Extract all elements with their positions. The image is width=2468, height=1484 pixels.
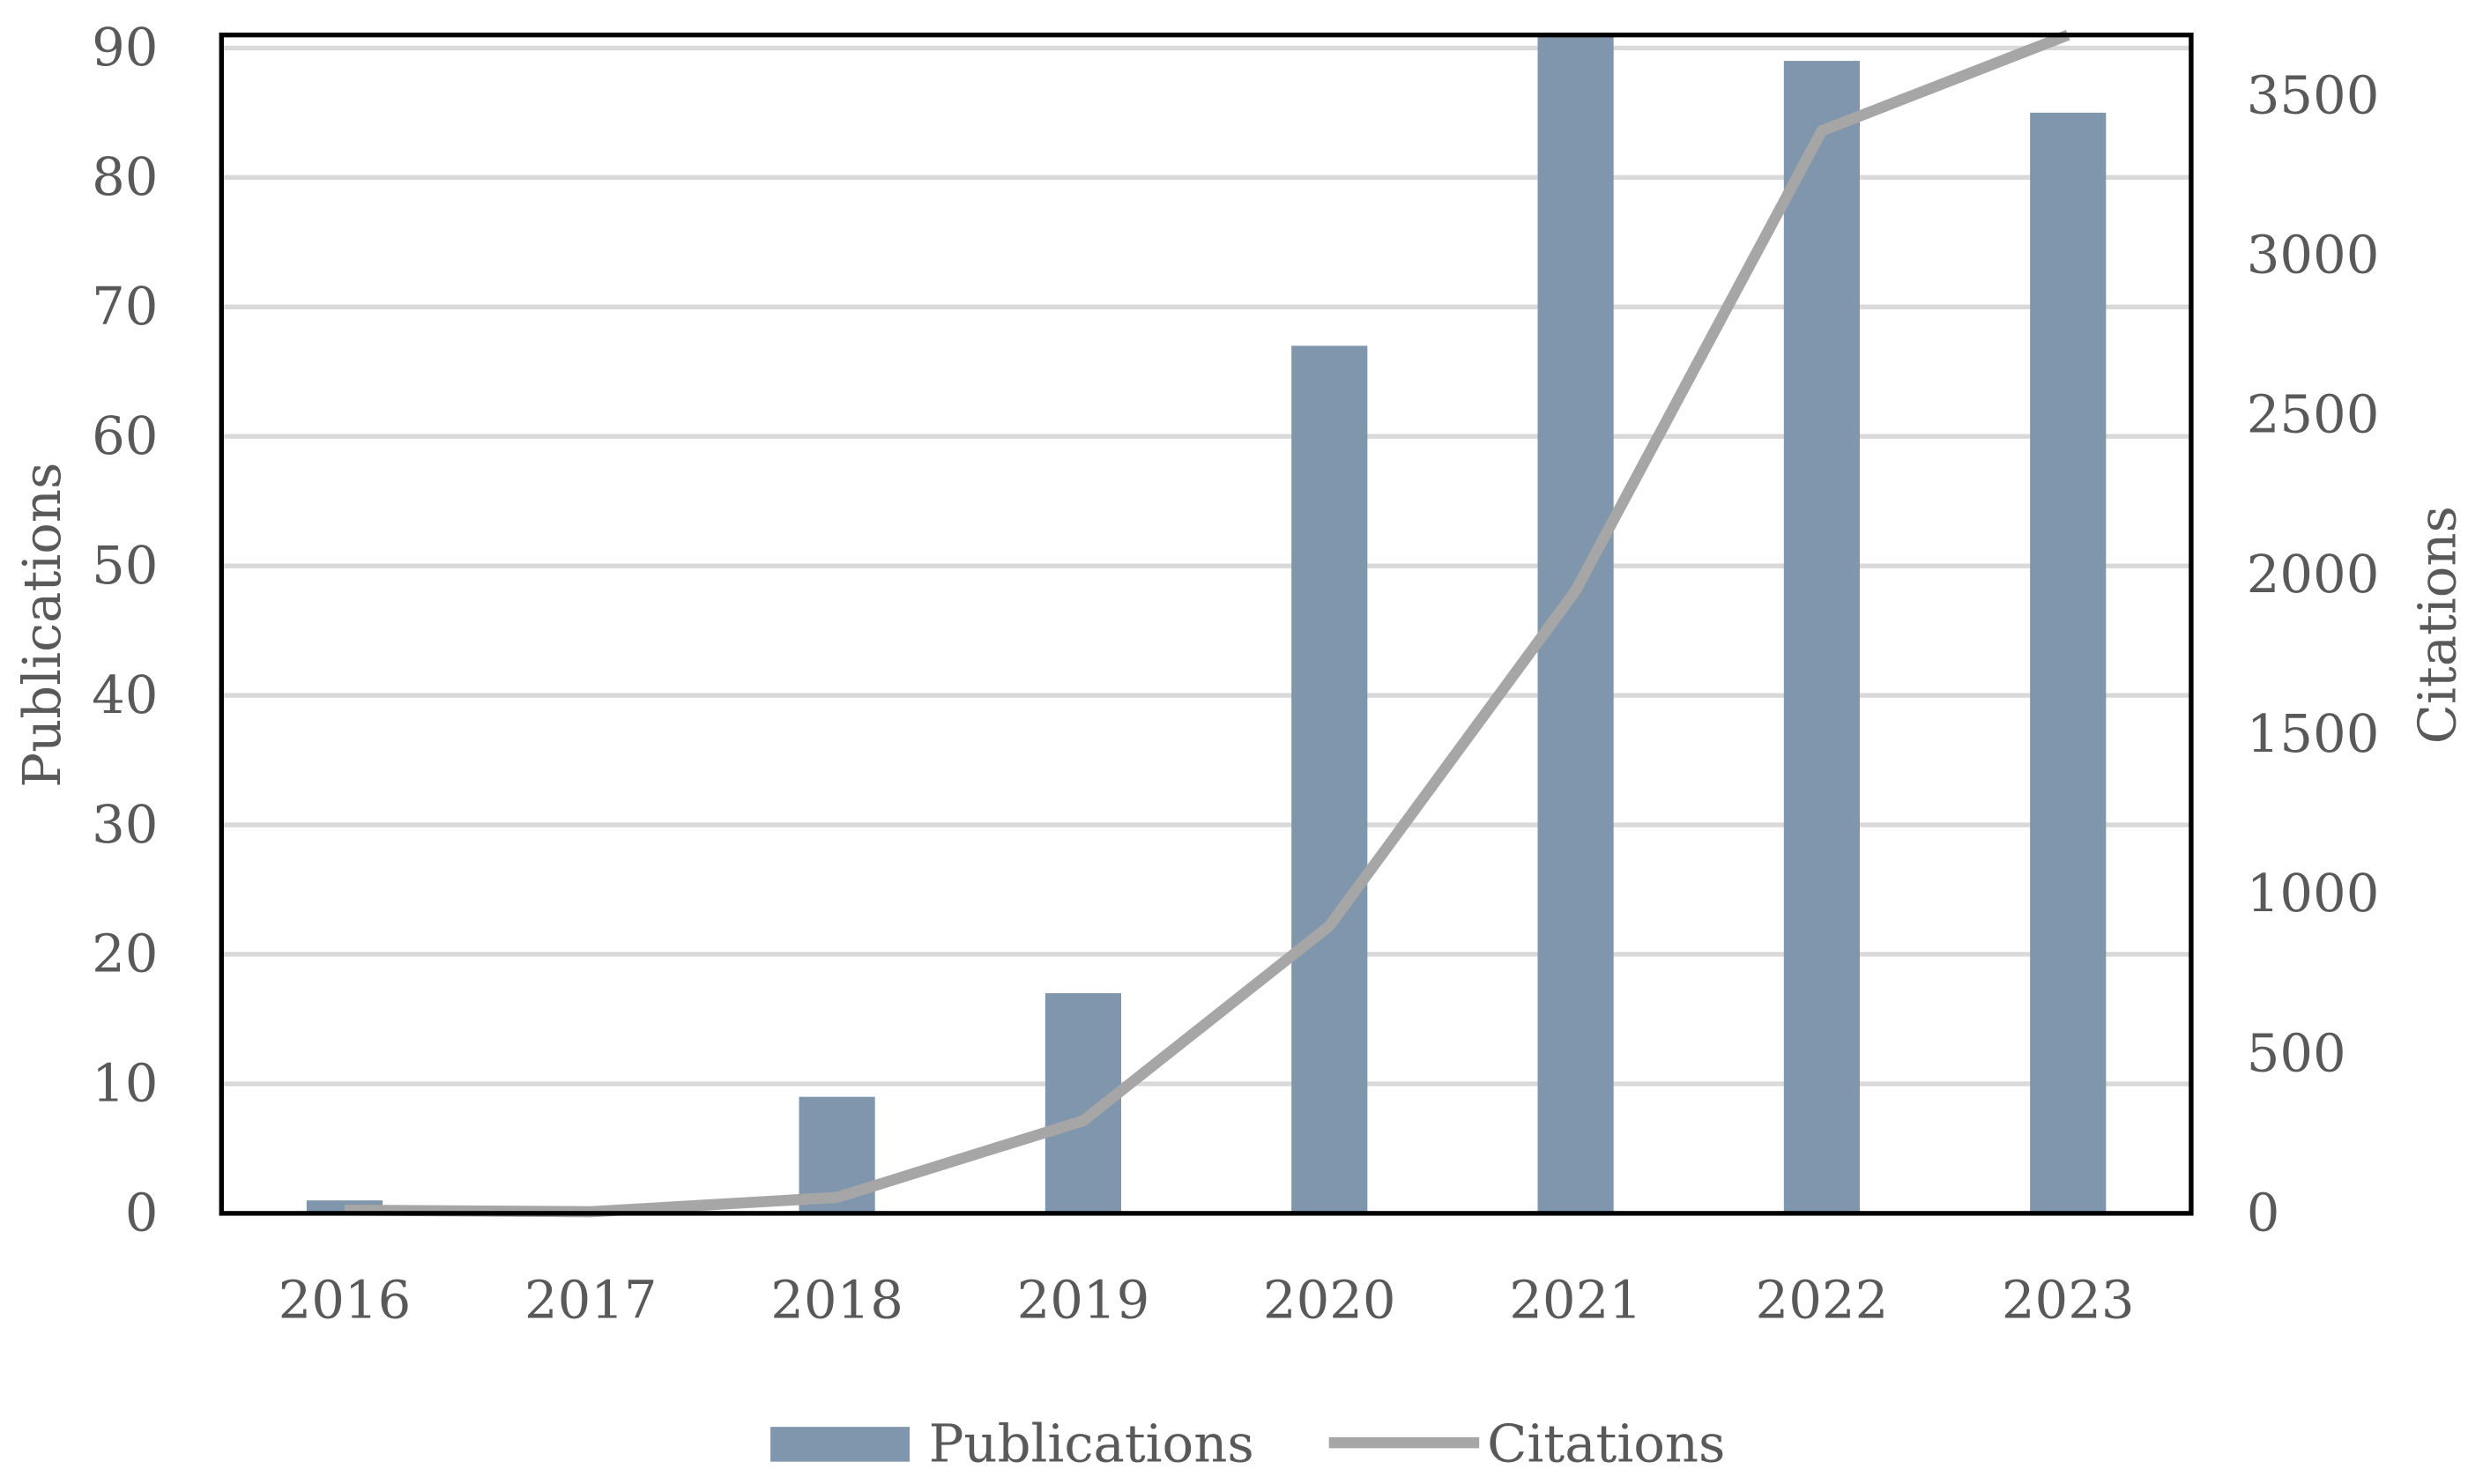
line-citations: [344, 29, 2070, 1218]
x-tick-label: 2023: [2002, 1269, 2135, 1330]
x-tick-label: 2021: [1509, 1269, 1642, 1330]
y2-tick-label: 3000: [2247, 224, 2380, 285]
bar-publications-2023: [2030, 112, 2107, 1213]
x-axis-ticks: 2016 2017 2018 2019 2020 2021 2022 2023: [279, 1269, 2135, 1330]
y2-tick-label: 3500: [2247, 64, 2380, 125]
x-tick-label: 2018: [770, 1269, 903, 1330]
y2-tick-label: 2500: [2247, 384, 2380, 445]
gridlines: [221, 45, 2191, 1087]
x-tick-label: 2020: [1263, 1269, 1396, 1330]
y2-tick-label: 2000: [2247, 544, 2380, 605]
plot-frame: [219, 32, 2194, 1216]
legend-label-publications: Publications: [929, 1414, 1254, 1474]
right-axis-ticks: 0 500 1000 1500 2000 2500 3000 3500: [2247, 64, 2380, 1243]
x-tick-label: 2017: [524, 1269, 658, 1330]
y-tick-label: 40: [92, 664, 158, 725]
y-tick-label: 20: [92, 924, 158, 984]
line-series: [344, 29, 2070, 1218]
legend-swatch-publications: [770, 1427, 911, 1462]
left-axis-ticks: 0 10 20 30 40 50 60 70 80 90: [92, 17, 158, 1243]
y2-axis-title: Citations: [2407, 506, 2468, 744]
bar-publications-2020: [1291, 345, 1368, 1213]
x-tick-label: 2019: [1017, 1269, 1150, 1330]
y2-tick-label: 1500: [2247, 703, 2380, 764]
y-tick-label: 80: [92, 146, 158, 207]
y-tick-label: 70: [92, 276, 158, 337]
y2-tick-label: 0: [2247, 1183, 2280, 1243]
legend: Publications Citations: [770, 1414, 1725, 1474]
y-tick-label: 60: [92, 405, 158, 466]
y2-tick-label: 500: [2247, 1022, 2346, 1083]
y-tick-label: 0: [125, 1183, 159, 1243]
legend-label-citations: Citations: [1487, 1414, 1725, 1474]
y-tick-label: 10: [92, 1053, 158, 1114]
x-tick-label: 2016: [279, 1269, 412, 1330]
bar-series: [306, 34, 2107, 1213]
y-tick-label: 90: [92, 17, 158, 78]
y-tick-label: 50: [92, 535, 158, 596]
x-tick-label: 2022: [1756, 1269, 1889, 1330]
bar-publications-2022: [1783, 61, 1860, 1213]
y-axis-title: Publications: [11, 463, 72, 788]
y2-tick-label: 1000: [2247, 863, 2380, 924]
y-tick-label: 30: [92, 794, 158, 855]
